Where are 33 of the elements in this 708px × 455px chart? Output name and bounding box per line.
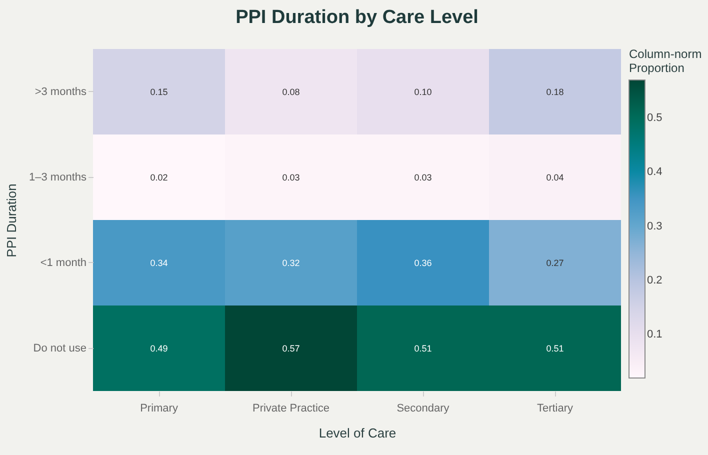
color-bar-label: 0.3 <box>647 220 662 232</box>
data-label: 0.02 <box>150 172 168 182</box>
color-bar-label: 0.1 <box>647 328 662 341</box>
x-tick-label: Private Practice <box>252 402 330 414</box>
x-tick-label: Primary <box>140 402 178 414</box>
chart-title: PPI Duration by Care Level <box>236 7 478 28</box>
data-label: 0.51 <box>414 343 432 354</box>
y-tick-label: 1–3 months <box>29 171 87 184</box>
data-label: 0.15 <box>150 86 168 97</box>
x-tick-label: Secondary <box>396 402 450 414</box>
color-bar-label: 0.5 <box>647 112 662 124</box>
y-axis-title: PPI Duration <box>4 184 20 258</box>
data-label: 0.03 <box>414 172 432 182</box>
data-label: 0.32 <box>282 258 300 268</box>
data-label: 0.04 <box>546 172 564 182</box>
color-bar-label: 0.4 <box>647 166 662 178</box>
y-tick-label: <1 month <box>40 256 86 269</box>
color-bar-label: 0.2 <box>647 274 662 286</box>
data-label: 0.10 <box>414 86 432 97</box>
data-label: 0.27 <box>546 258 564 268</box>
data-label: 0.03 <box>282 172 300 182</box>
data-label: 0.34 <box>150 258 168 268</box>
data-label: 0.08 <box>282 86 300 97</box>
y-tick-label: Do not use <box>33 342 86 354</box>
data-label: 0.57 <box>282 343 300 354</box>
y-tick-label: >3 months <box>34 86 87 98</box>
data-label: 0.18 <box>546 86 564 97</box>
x-tick-label: Tertiary <box>536 402 574 414</box>
data-label: 0.36 <box>414 258 432 268</box>
color-bar-title: Column-norm Proportion <box>629 47 702 75</box>
x-axis-title: Level of Care <box>318 426 396 440</box>
data-label: 0.51 <box>546 343 564 354</box>
data-label: 0.49 <box>150 343 168 354</box>
